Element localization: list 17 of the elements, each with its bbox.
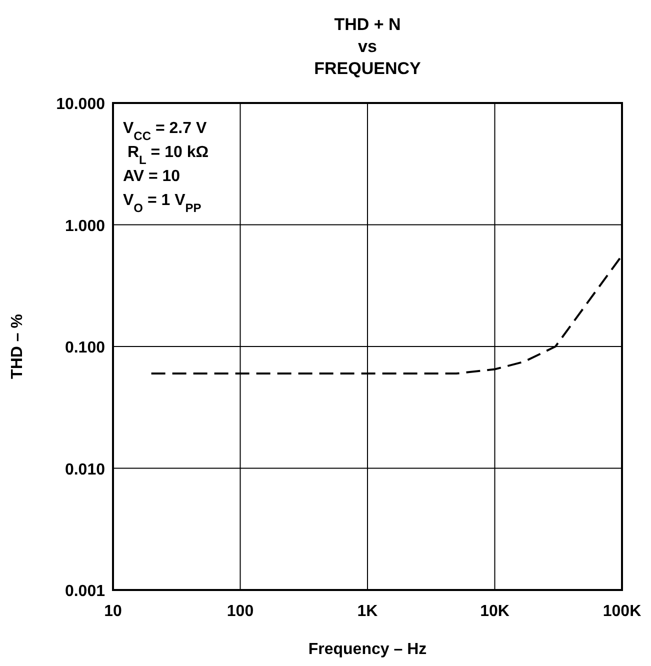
- x-tick-label: 10K: [480, 603, 510, 620]
- x-tick-label: 1K: [357, 603, 378, 620]
- annotation: R$_{L}$ = 10 kΩ: [123, 144, 209, 167]
- x-tick-label: 100: [226, 603, 254, 620]
- x-tick-label: 100K: [602, 603, 642, 620]
- y-axis-title: THD – %: [9, 314, 26, 379]
- y-tick-label: 0.100: [64, 340, 106, 356]
- chart-title: THD + N vs FREQUENCY: [314, 15, 422, 78]
- x-axis-title: Frequency – Hz: [308, 641, 427, 658]
- y-tick-label: 1.000: [64, 218, 106, 235]
- annotation: V$_{O}$ = 1 V$_{PP}$: [123, 192, 202, 215]
- y-tick-label: 10.000: [56, 96, 106, 113]
- y-tick-label: 0.001: [64, 583, 106, 600]
- y-tick-label: 0.010: [64, 461, 106, 478]
- x-tick-label: 10: [104, 603, 122, 620]
- annotation: AV = 10: [123, 168, 180, 185]
- annotation: V$_{CC}$ = 2.7 V: [123, 120, 207, 143]
